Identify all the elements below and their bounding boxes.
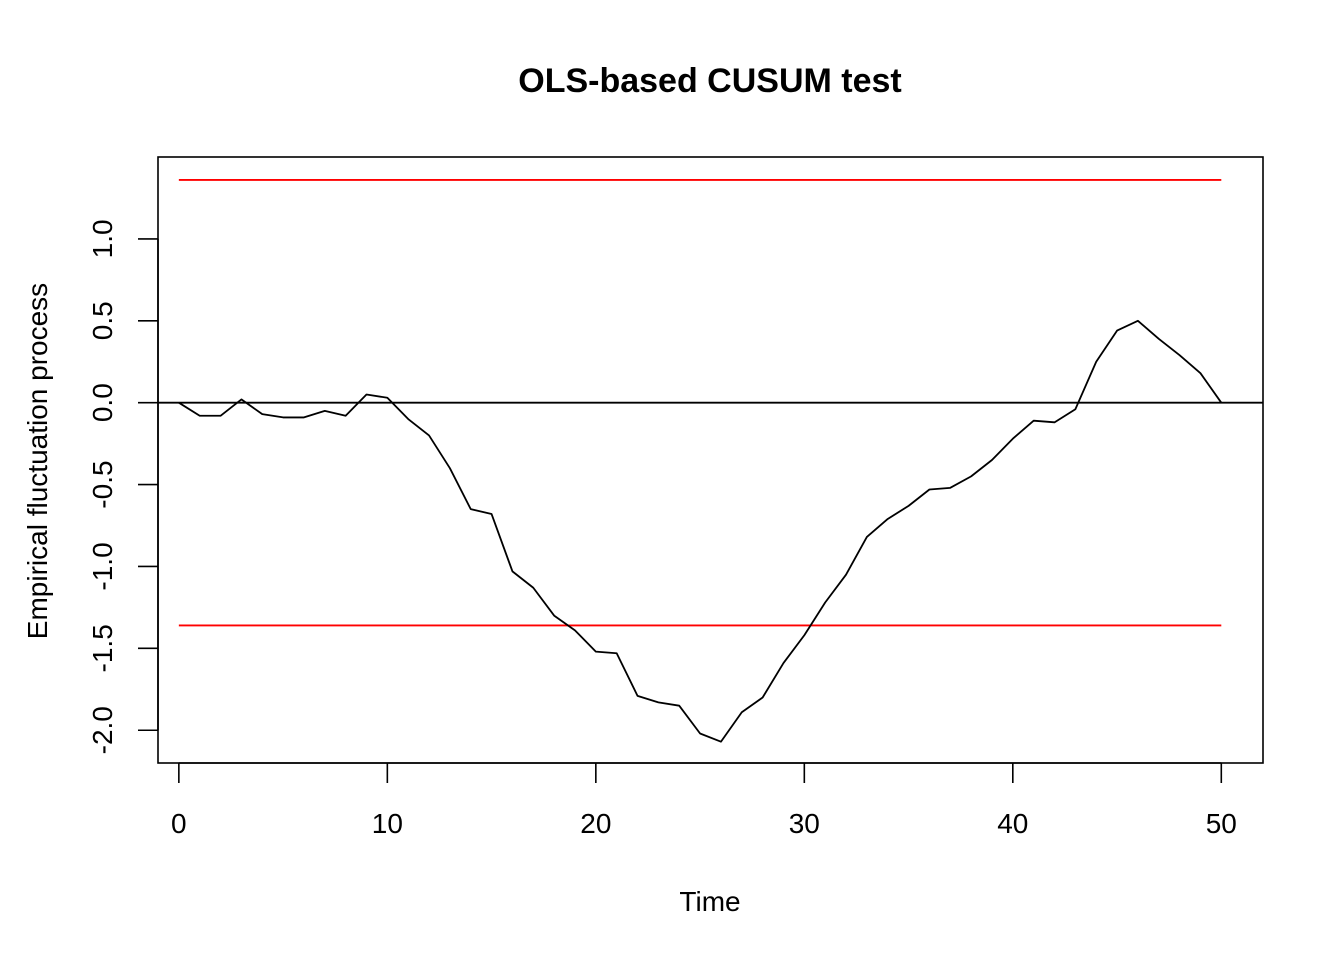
x-tick-label: 10 [372, 808, 403, 839]
y-tick-label: -2.0 [87, 706, 118, 754]
chart-title: OLS-based CUSUM test [518, 62, 902, 100]
y-tick-label: -0.5 [87, 460, 118, 508]
plot-frame [157, 156, 1264, 764]
y-tick-label: 1.0 [87, 219, 118, 258]
fluctuation-series [178, 319, 1223, 743]
fluctuation-line [178, 319, 1223, 743]
x-tick-label: 20 [580, 808, 611, 839]
x-tick-label: 0 [171, 808, 187, 839]
x-tick-label: 40 [997, 808, 1028, 839]
y-tick-label: -1.0 [87, 542, 118, 590]
y-tick-label: 0.5 [87, 301, 118, 340]
plot-area [157, 156, 1264, 764]
x-tick-label: 30 [789, 808, 820, 839]
x-axis-label: Time [679, 886, 740, 917]
boundary-lines [178, 179, 1222, 627]
y-axis: -2.0 -1.5 -1.0 -0.5 0.0 0.5 1.0 [87, 219, 159, 754]
x-axis: 0 10 20 30 40 50 [171, 762, 1237, 839]
x-tick-label: 50 [1206, 808, 1237, 839]
y-axis-label: Empirical fluctuation process [22, 283, 53, 639]
y-tick-label: 0.0 [87, 383, 118, 422]
y-tick-label: -1.5 [87, 624, 118, 672]
